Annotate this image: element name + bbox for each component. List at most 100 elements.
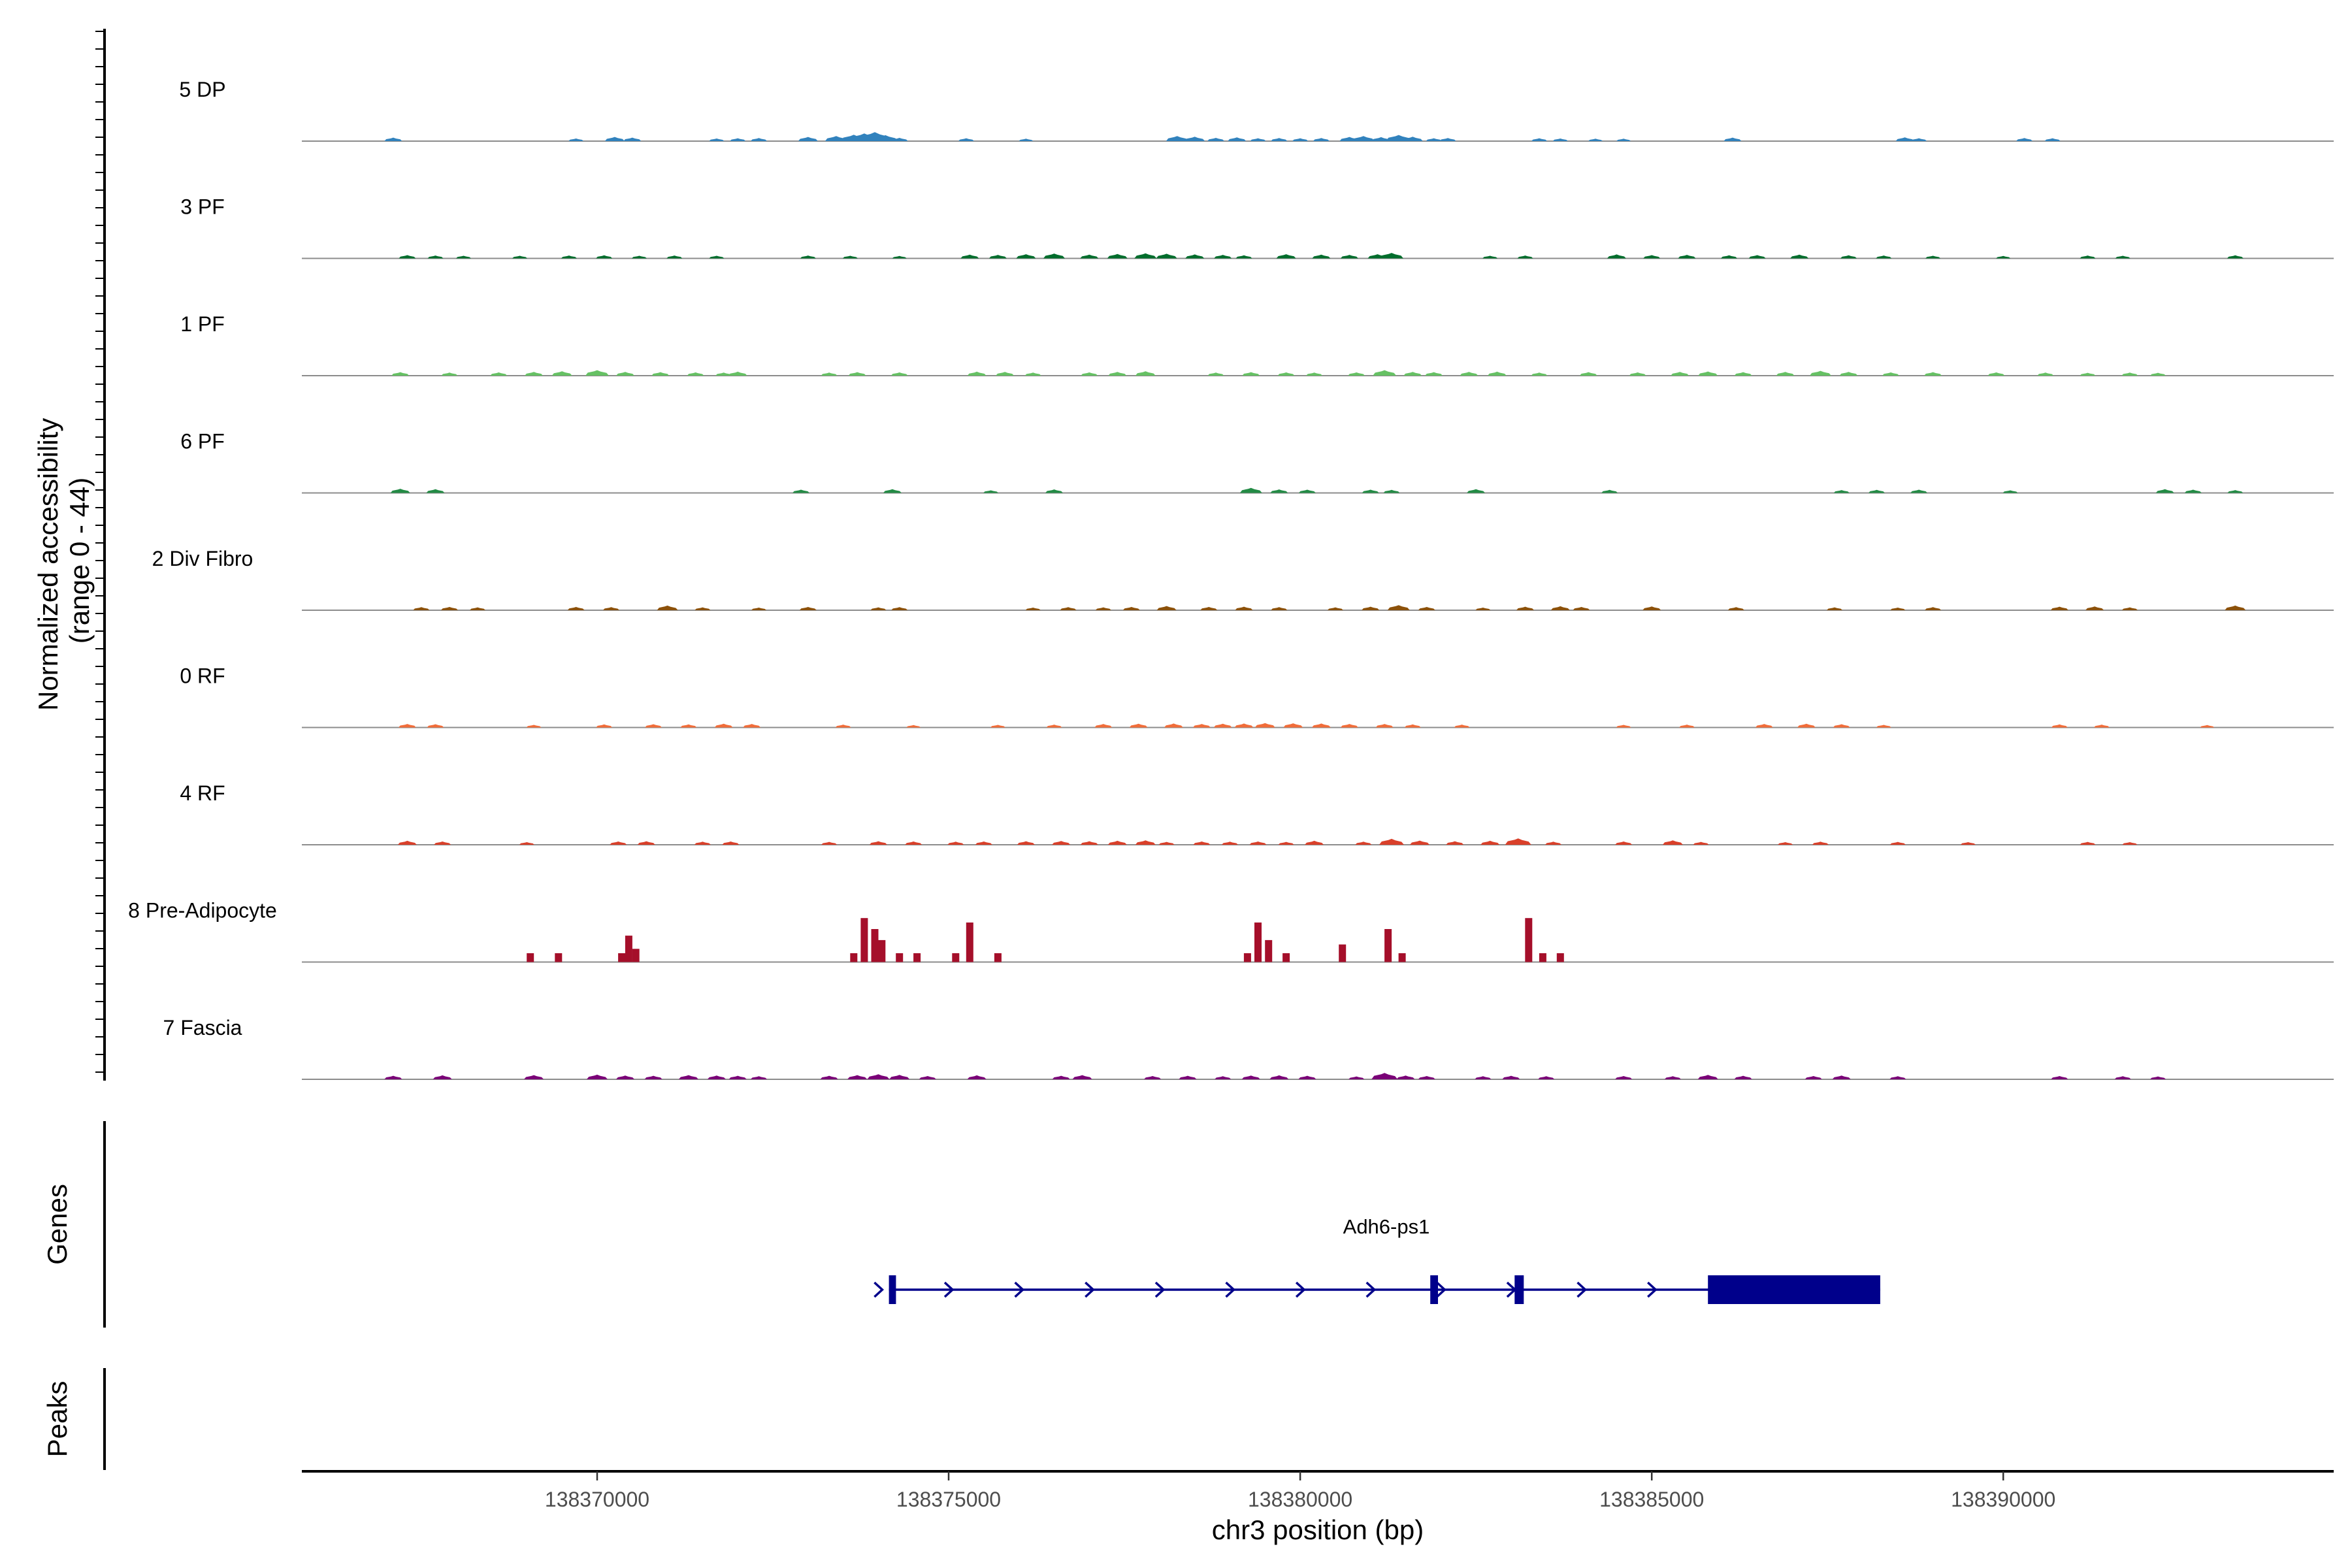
peaks-panel: Peaks bbox=[42, 1368, 106, 1470]
coverage-peak bbox=[2051, 1076, 2068, 1079]
coverage-peak bbox=[1615, 841, 1633, 845]
coverage-peak bbox=[1552, 139, 1568, 141]
coverage-peak bbox=[1550, 606, 1570, 610]
coverage-peak bbox=[728, 1075, 747, 1079]
coverage-peak bbox=[1122, 607, 1140, 610]
coverage-peak bbox=[751, 1076, 767, 1079]
coverage-peak bbox=[1200, 607, 1218, 610]
coverage-peak bbox=[1362, 489, 1379, 493]
gene-exon bbox=[1430, 1275, 1438, 1304]
coverage-peak bbox=[2150, 372, 2166, 376]
coverage-peak bbox=[1373, 370, 1397, 376]
coverage-peak bbox=[1418, 607, 1435, 610]
coverage-peak bbox=[1446, 841, 1464, 845]
coverage-peak bbox=[967, 371, 987, 376]
coverage-peak bbox=[1895, 137, 1914, 141]
coverage-peak bbox=[1312, 254, 1331, 259]
strand-arrow-icon bbox=[1365, 1281, 1377, 1298]
coverage-peak bbox=[1250, 138, 1266, 141]
coverage-peak bbox=[1276, 254, 1296, 259]
coverage-peak bbox=[715, 372, 732, 376]
coverage-y-axis bbox=[95, 29, 106, 1081]
coverage-peak bbox=[694, 607, 711, 610]
coverage-peak bbox=[1024, 372, 1041, 376]
coverage-peak bbox=[975, 841, 992, 845]
coverage-peak bbox=[1426, 138, 1442, 141]
coverage-peak bbox=[751, 608, 766, 610]
coverage-peak bbox=[1538, 1076, 1555, 1079]
coverage-peak bbox=[730, 138, 746, 141]
coverage-peak bbox=[512, 255, 528, 259]
coverage-peak bbox=[1249, 841, 1267, 845]
track-7-fascia: 7 Fascia bbox=[163, 1016, 2334, 1080]
coverage-bar bbox=[994, 953, 1002, 962]
coverage-peak bbox=[714, 723, 733, 728]
coverage-peak bbox=[890, 372, 908, 376]
coverage-peak bbox=[1348, 372, 1365, 376]
coverage-bar bbox=[966, 923, 973, 962]
genes-track-label: Genes bbox=[42, 1184, 73, 1265]
coverage-peak bbox=[1876, 255, 1892, 259]
coverage-peak bbox=[1517, 255, 1533, 259]
coverage-peak bbox=[666, 255, 683, 259]
coverage-peak bbox=[1269, 1075, 1289, 1079]
strand-arrow-icon bbox=[1225, 1281, 1236, 1298]
coverage-peak bbox=[391, 372, 410, 376]
coverage-bar bbox=[860, 918, 868, 962]
coverage-peak bbox=[848, 372, 866, 376]
coverage-peak bbox=[799, 607, 817, 610]
coverage-peak bbox=[1380, 253, 1403, 259]
x-tick-label: 138375000 bbox=[896, 1488, 1001, 1511]
coverage-bar bbox=[1243, 953, 1251, 962]
coverage-peak bbox=[1213, 723, 1232, 728]
coverage-bar bbox=[1384, 929, 1392, 962]
coverage-peak bbox=[596, 724, 613, 728]
coverage-peak bbox=[820, 1075, 838, 1079]
coverage-peak bbox=[525, 372, 544, 376]
coverage-peak bbox=[644, 1075, 662, 1079]
coverage-peak bbox=[707, 1075, 726, 1079]
coverage-peak bbox=[680, 724, 697, 728]
coverage-peak bbox=[519, 842, 534, 845]
coverage-peak bbox=[2200, 725, 2215, 728]
coverage-bar bbox=[878, 939, 886, 962]
track-1-pf: 1 PF bbox=[180, 312, 2334, 376]
gene-exon bbox=[889, 1275, 896, 1304]
gene-model bbox=[874, 1275, 1880, 1304]
coverage-peak bbox=[1833, 490, 1850, 493]
strand-arrow-icon bbox=[1576, 1281, 1588, 1298]
coverage-peak bbox=[1135, 840, 1156, 845]
coverage-peak bbox=[883, 489, 902, 493]
coverage-peak bbox=[792, 489, 809, 493]
coverage-peak bbox=[728, 371, 747, 376]
track-0-rf: 0 RF bbox=[180, 664, 2334, 728]
coverage-peak bbox=[2227, 255, 2244, 259]
track-8-pre-adipocyte: 8 Pre-Adipocyte bbox=[128, 899, 2334, 963]
coverage-peak bbox=[1615, 1076, 1633, 1079]
coverage-peak bbox=[426, 489, 445, 493]
coverage-bar bbox=[913, 953, 921, 962]
coverage-peak bbox=[1403, 372, 1422, 376]
coverage-peak bbox=[867, 1074, 890, 1079]
coverage-peak bbox=[1790, 254, 1809, 259]
coverage-bar bbox=[1254, 923, 1262, 962]
coverage-peak bbox=[1616, 139, 1631, 141]
track-label: 5 DP bbox=[179, 78, 225, 101]
coverage-peak bbox=[2051, 724, 2068, 728]
coverage-peak bbox=[434, 841, 451, 845]
coverage-peak bbox=[990, 725, 1005, 728]
coverage-peak bbox=[1910, 489, 1928, 493]
coverage-peak bbox=[1298, 489, 1316, 493]
coverage-peak bbox=[1387, 605, 1410, 610]
coverage-bar bbox=[896, 953, 904, 962]
coverage-bar bbox=[625, 936, 632, 962]
coverage-peak bbox=[1207, 372, 1224, 376]
coverage-peak bbox=[1375, 724, 1394, 728]
coverage-peak bbox=[905, 841, 923, 845]
coverage-peak bbox=[1693, 841, 1709, 845]
coverage-peak bbox=[616, 1075, 634, 1079]
coverage-peak bbox=[1643, 255, 1661, 259]
coverage-peak bbox=[1025, 608, 1041, 610]
x-axis: 138370000 138375000 138380000 138385000 1383… bbox=[302, 1470, 2334, 1511]
